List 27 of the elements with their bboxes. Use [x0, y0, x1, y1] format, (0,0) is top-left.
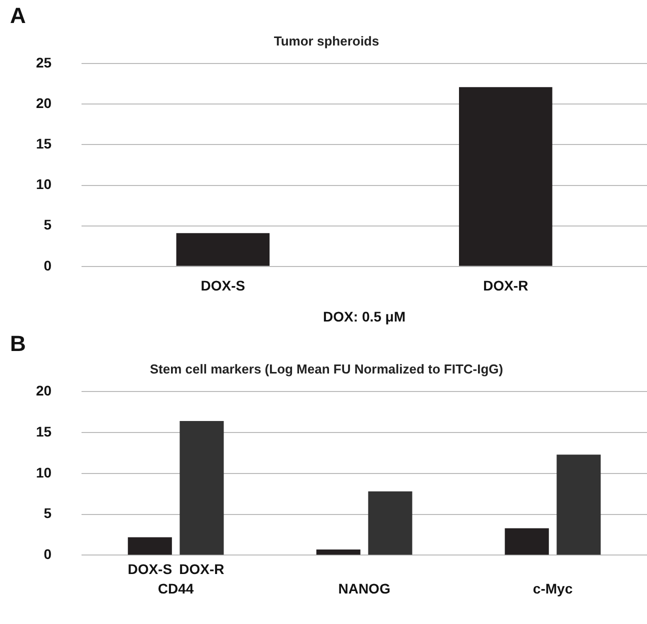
chart-title: Stem cell markers (Log Mean FU Normalized to FITC-IgG)	[150, 361, 504, 376]
bar	[504, 528, 549, 555]
y-tick-label: 0	[44, 257, 52, 274]
text: B	[10, 331, 26, 356]
x-tick-label: c-Myc	[532, 580, 573, 596]
bar	[316, 549, 360, 555]
bar	[556, 454, 601, 555]
y-tick-label: 20	[36, 95, 52, 112]
chart-title: Tumor spheroids	[274, 33, 380, 48]
text: A	[10, 3, 26, 28]
y-tick-label: 15	[36, 423, 52, 440]
bar	[180, 421, 224, 555]
y-tick-label: 25	[36, 54, 52, 70]
bar	[368, 491, 412, 555]
y-tick-label: 0	[44, 546, 52, 562]
y-tick-label: 10	[36, 464, 52, 480]
y-tick-label: 5	[44, 505, 52, 522]
x-tick-label: CD44	[158, 580, 194, 596]
series-label: DOX-S	[128, 561, 172, 578]
x-tick-label: NANOG	[338, 580, 390, 596]
x-axis-title: DOX: 0.5 μM	[323, 308, 406, 324]
y-tick-label: 15	[36, 136, 52, 152]
bar	[128, 537, 172, 555]
y-tick-label: 5	[44, 216, 52, 233]
series-label: DOX-R	[179, 561, 224, 578]
y-tick-label: 10	[36, 176, 52, 192]
y-tick-label: 20	[36, 382, 52, 398]
